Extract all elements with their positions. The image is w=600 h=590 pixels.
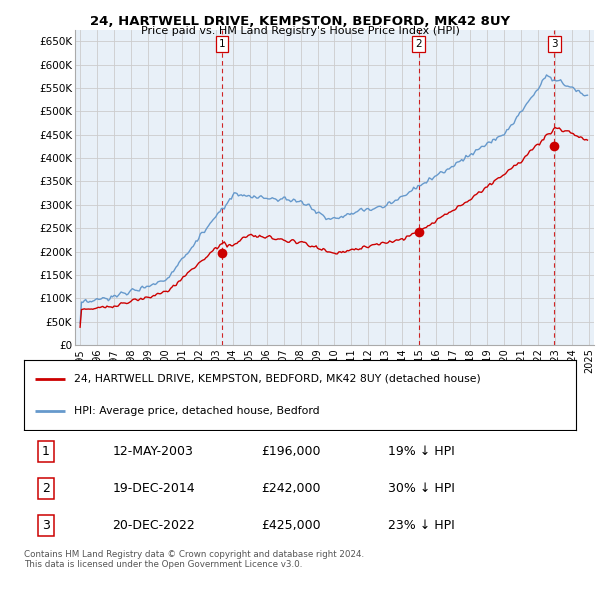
Text: 2: 2 <box>42 481 50 495</box>
Text: 12-MAY-2003: 12-MAY-2003 <box>112 445 193 458</box>
Text: 2: 2 <box>415 39 422 49</box>
Text: 1: 1 <box>218 39 225 49</box>
Text: 30% ↓ HPI: 30% ↓ HPI <box>388 481 455 495</box>
Text: 24, HARTWELL DRIVE, KEMPSTON, BEDFORD, MK42 8UY: 24, HARTWELL DRIVE, KEMPSTON, BEDFORD, M… <box>90 15 510 28</box>
Text: 3: 3 <box>42 519 50 532</box>
Text: 24, HARTWELL DRIVE, KEMPSTON, BEDFORD, MK42 8UY (detached house): 24, HARTWELL DRIVE, KEMPSTON, BEDFORD, M… <box>74 373 481 384</box>
Text: 23% ↓ HPI: 23% ↓ HPI <box>388 519 455 532</box>
Text: £242,000: £242,000 <box>262 481 321 495</box>
Text: 3: 3 <box>551 39 557 49</box>
Text: 19-DEC-2014: 19-DEC-2014 <box>112 481 195 495</box>
Text: 20-DEC-2022: 20-DEC-2022 <box>112 519 195 532</box>
Text: £196,000: £196,000 <box>262 445 321 458</box>
Text: HPI: Average price, detached house, Bedford: HPI: Average price, detached house, Bedf… <box>74 406 319 416</box>
Text: Price paid vs. HM Land Registry's House Price Index (HPI): Price paid vs. HM Land Registry's House … <box>140 26 460 36</box>
Text: 1: 1 <box>42 445 50 458</box>
Text: 19% ↓ HPI: 19% ↓ HPI <box>388 445 455 458</box>
Text: £425,000: £425,000 <box>262 519 321 532</box>
Text: Contains HM Land Registry data © Crown copyright and database right 2024.
This d: Contains HM Land Registry data © Crown c… <box>24 550 364 569</box>
